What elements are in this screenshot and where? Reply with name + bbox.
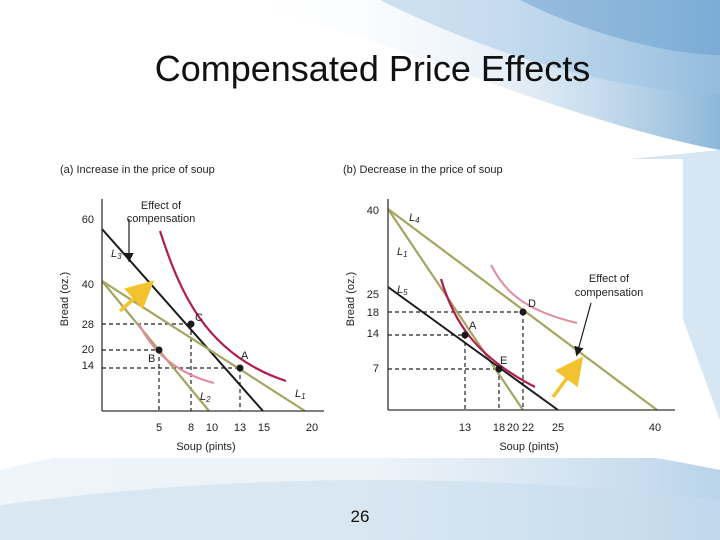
budget-line-l5 [387, 286, 559, 411]
y-tick-label: 25 [367, 289, 379, 301]
indifference-curve-low [138, 323, 215, 384]
panel-b: (b) Decrease in the price of soup Bread … [333, 159, 683, 458]
panel-b-chart: (b) Decrease in the price of soup Bread … [343, 164, 675, 453]
point-c [187, 320, 195, 328]
annotation-pointer-arrow [574, 302, 592, 357]
x-tick-label: 13 [459, 422, 471, 434]
panel-a-caption: (a) Increase in the price of soup [60, 164, 215, 176]
point-c-label: C [195, 312, 203, 324]
indifference-curve-high [158, 230, 287, 383]
y-tick-label: 60 [82, 214, 94, 226]
line-label-l3: L3 [111, 248, 122, 261]
background-swoosh [520, 0, 720, 55]
line-label-l4: L4 [409, 212, 420, 225]
x-tick-label: 22 [522, 422, 534, 434]
panel-a: (a) Increase in the price of soup Bread … [54, 159, 333, 458]
y-tick-label: 14 [82, 360, 94, 372]
budget-line-l3 [101, 228, 264, 412]
point-d-label: D [528, 298, 536, 310]
y-tick-label: 40 [367, 205, 379, 217]
y-tick-label: 20 [82, 344, 94, 356]
line-label-l2: L2 [200, 391, 211, 404]
point-a-label: A [469, 320, 477, 332]
y-tick-label: 18 [367, 307, 379, 319]
y-tick-label: 28 [82, 319, 94, 331]
x-tick-label: 15 [258, 422, 270, 434]
compensation-arrow [118, 280, 155, 313]
x-tick-label: 10 [206, 422, 218, 434]
slide-title: Compensated Price Effects [154, 48, 591, 89]
indifference-curve-high [490, 264, 578, 324]
point-b [155, 346, 163, 354]
background-swoosh [380, 0, 720, 95]
x-tick-label: 5 [156, 422, 162, 434]
point-e-label: E [500, 355, 507, 367]
panel-b-y-axis-label: Bread (oz.) [345, 272, 357, 326]
background-swoosh [230, 0, 720, 150]
panel-a-x-axis-label: Soup (pints) [176, 441, 235, 453]
point-a-label: A [241, 350, 249, 362]
line-label-l5: L5 [397, 284, 408, 297]
budget-line-l2 [101, 280, 210, 412]
panel-a-chart: (a) Increase in the price of soup Bread … [59, 164, 324, 453]
point-b-label: B [148, 353, 155, 365]
y-tick-label: 7 [373, 363, 379, 375]
annotation-line-1: Effect of [589, 273, 630, 285]
y-tick-label: 14 [367, 328, 379, 340]
x-tick-label: 20 [507, 422, 519, 434]
point-e [495, 365, 503, 373]
x-tick-label: 8 [188, 422, 194, 434]
y-tick-label: 40 [82, 279, 94, 291]
x-tick-label: 20 [306, 422, 318, 434]
x-tick-label: 40 [649, 422, 661, 434]
budget-line-l1 [387, 208, 524, 411]
annotation-line-2: compensation [575, 287, 644, 299]
point-d [519, 308, 527, 316]
x-tick-label: 13 [234, 422, 246, 434]
line-label-l1: L1 [295, 388, 306, 401]
indifference-curve-low [439, 278, 536, 388]
point-a [461, 331, 469, 339]
background-swoosh [0, 480, 720, 540]
annotation-line-2: compensation [127, 213, 196, 225]
point-a [236, 364, 244, 372]
panel-a-y-axis-label: Bread (oz.) [59, 272, 71, 326]
page-number: 26 [350, 507, 370, 526]
x-tick-label: 18 [493, 422, 505, 434]
panel-b-x-axis-label: Soup (pints) [499, 441, 558, 453]
compensation-arrow [551, 356, 584, 399]
line-label-l1: L1 [397, 246, 408, 259]
x-tick-label: 25 [552, 422, 564, 434]
panel-b-caption: (b) Decrease in the price of soup [343, 164, 503, 176]
annotation-line-1: Effect of [141, 200, 182, 212]
